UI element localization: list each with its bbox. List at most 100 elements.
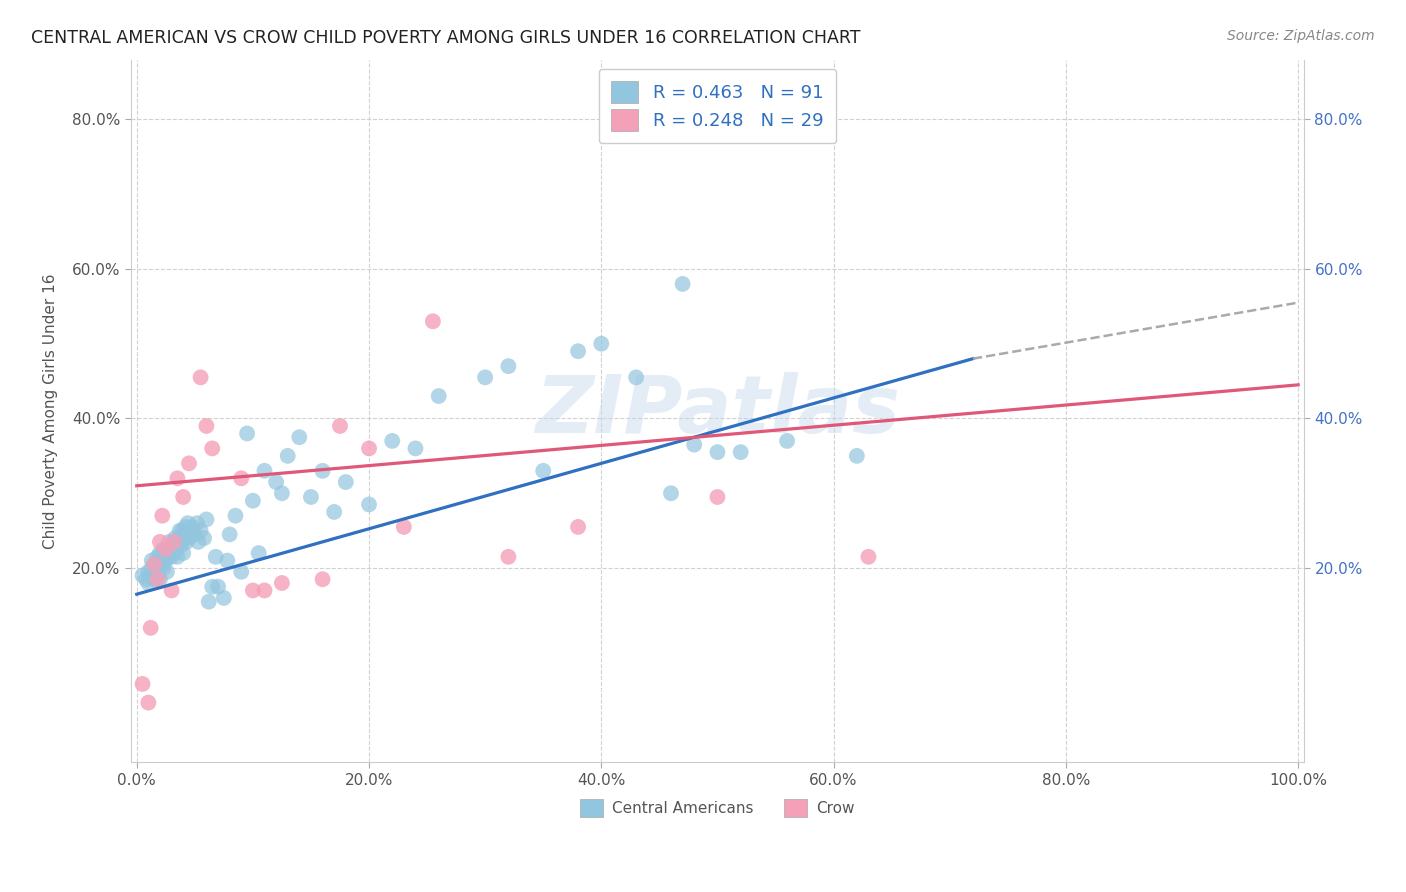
Point xyxy=(201,442,224,456)
Point xyxy=(242,583,264,598)
Point xyxy=(217,553,239,567)
Point xyxy=(197,595,219,609)
Point xyxy=(163,546,186,560)
Point xyxy=(160,542,183,557)
Text: CENTRAL AMERICAN VS CROW CHILD POVERTY AMONG GIRLS UNDER 16 CORRELATION CHART: CENTRAL AMERICAN VS CROW CHILD POVERTY A… xyxy=(31,29,860,46)
Point xyxy=(236,426,259,441)
Point xyxy=(299,490,322,504)
Point xyxy=(156,565,179,579)
Point xyxy=(150,558,173,572)
Point xyxy=(271,486,294,500)
Point xyxy=(157,549,180,564)
Point xyxy=(167,531,190,545)
Point xyxy=(190,524,212,538)
Point xyxy=(165,531,187,545)
Point xyxy=(143,558,166,572)
Point xyxy=(567,520,589,534)
Point xyxy=(498,359,520,373)
Point xyxy=(157,542,180,557)
Point xyxy=(152,542,174,557)
Point xyxy=(172,531,194,545)
Point xyxy=(135,572,157,586)
Point xyxy=(671,277,693,291)
Point xyxy=(131,677,153,691)
Point xyxy=(170,524,193,538)
Point xyxy=(264,475,287,489)
Point xyxy=(141,561,163,575)
Point xyxy=(184,527,207,541)
Point xyxy=(141,553,163,567)
Point xyxy=(531,464,554,478)
Point xyxy=(357,442,380,456)
Point xyxy=(335,475,357,489)
Point xyxy=(170,539,193,553)
Point xyxy=(187,534,209,549)
Point xyxy=(149,546,172,560)
Point xyxy=(474,370,496,384)
Point xyxy=(591,336,613,351)
Point xyxy=(160,583,183,598)
Point xyxy=(271,576,294,591)
Point xyxy=(176,534,198,549)
Point xyxy=(138,565,160,579)
Point xyxy=(624,370,647,384)
Point xyxy=(201,580,224,594)
Point xyxy=(131,568,153,582)
Point xyxy=(155,553,177,567)
Point xyxy=(149,572,172,586)
Point xyxy=(277,449,299,463)
Point xyxy=(218,527,240,541)
Point xyxy=(150,549,173,564)
Point xyxy=(207,580,229,594)
Point xyxy=(186,516,208,531)
Point xyxy=(143,558,166,572)
Point xyxy=(231,565,253,579)
Point xyxy=(155,546,177,560)
Point xyxy=(166,549,188,564)
Point xyxy=(858,549,880,564)
Point xyxy=(146,567,169,582)
Point xyxy=(204,549,226,564)
Point xyxy=(181,520,204,534)
Point xyxy=(148,561,170,575)
Point xyxy=(195,512,218,526)
Point xyxy=(231,471,253,485)
Text: Source: ZipAtlas.com: Source: ZipAtlas.com xyxy=(1227,29,1375,43)
Point xyxy=(163,534,186,549)
Point xyxy=(139,570,162,584)
Point xyxy=(149,534,172,549)
Point xyxy=(381,434,404,448)
Point xyxy=(193,531,215,545)
Point xyxy=(776,434,799,448)
Point xyxy=(311,572,333,586)
Point xyxy=(288,430,311,444)
Point xyxy=(253,583,276,598)
Point xyxy=(149,553,172,567)
Point xyxy=(659,486,682,500)
Point xyxy=(146,549,169,564)
Legend: Central Americans, Crow: Central Americans, Crow xyxy=(572,791,862,825)
Point xyxy=(683,438,706,452)
Point xyxy=(706,490,728,504)
Point xyxy=(190,370,212,384)
Point xyxy=(212,591,235,605)
Point xyxy=(247,546,270,560)
Point xyxy=(845,449,868,463)
Point xyxy=(405,442,427,456)
Point xyxy=(179,524,201,538)
Point xyxy=(323,505,346,519)
Point xyxy=(143,572,166,586)
Y-axis label: Child Poverty Among Girls Under 16: Child Poverty Among Girls Under 16 xyxy=(44,273,58,549)
Point xyxy=(143,565,166,579)
Point xyxy=(150,508,173,523)
Point xyxy=(567,344,589,359)
Point xyxy=(242,493,264,508)
Point xyxy=(173,527,195,541)
Point xyxy=(311,464,333,478)
Point xyxy=(174,520,197,534)
Point xyxy=(162,539,184,553)
Point xyxy=(195,419,218,434)
Point xyxy=(177,456,200,470)
Point xyxy=(177,516,200,531)
Point xyxy=(152,561,174,575)
